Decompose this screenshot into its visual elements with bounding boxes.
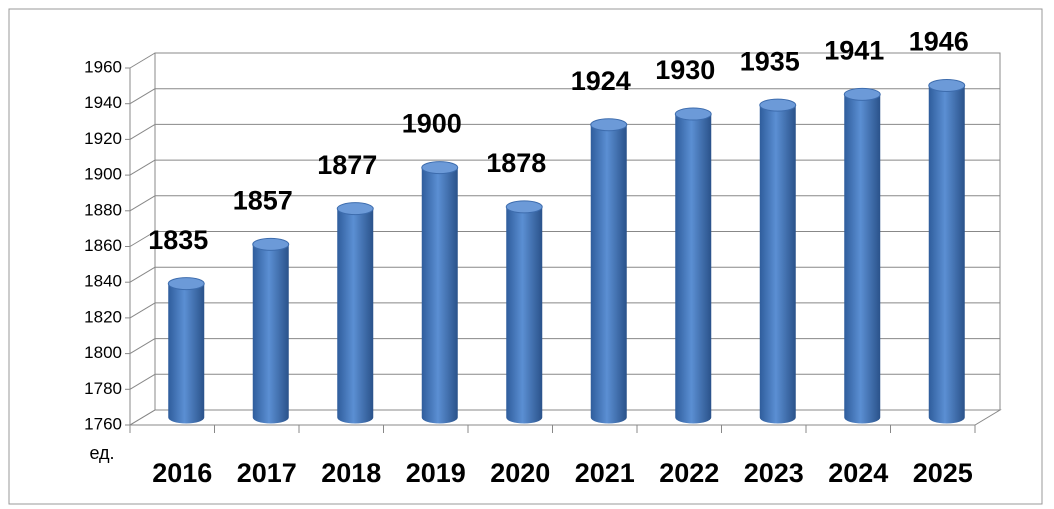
y-tick-label: 1800 <box>84 343 122 362</box>
grid-line <box>129 409 156 426</box>
bar-body <box>506 206 543 424</box>
y-tick-label: 1820 <box>84 307 122 326</box>
data-label: 1878 <box>486 148 546 178</box>
grid-line <box>129 266 156 283</box>
grid-line <box>129 88 156 105</box>
x-tick-label: 2016 <box>152 458 212 488</box>
data-label: 1930 <box>655 55 715 85</box>
data-label: 1941 <box>824 36 884 66</box>
x-tick-label: 2018 <box>321 458 381 488</box>
bar <box>336 202 374 424</box>
data-label: 1877 <box>317 150 377 180</box>
bar-body <box>252 244 289 424</box>
bar-body <box>844 94 881 424</box>
data-label: 1935 <box>740 46 800 76</box>
x-tick-label: 2020 <box>490 458 550 488</box>
bar-body <box>421 167 458 424</box>
y-tick-label: 1880 <box>84 200 122 219</box>
bar-top <box>843 87 881 101</box>
bar-body <box>675 114 712 424</box>
bar <box>674 107 712 424</box>
bar <box>759 98 797 424</box>
bar-top <box>928 78 966 92</box>
bar-body <box>337 208 374 424</box>
bar-top <box>505 200 543 214</box>
grid-line <box>129 195 156 212</box>
y-tick-label: 1860 <box>84 236 122 255</box>
data-label: 1924 <box>571 66 631 96</box>
y-tick-label: 1960 <box>84 57 122 76</box>
grid-line <box>129 123 156 140</box>
data-label: 1946 <box>909 27 969 57</box>
bar-top <box>167 277 205 291</box>
bar-top <box>590 118 628 132</box>
bar-body <box>928 85 965 424</box>
grid-line <box>129 52 156 69</box>
x-tick-label: 2017 <box>237 458 297 488</box>
bar-top <box>252 237 290 251</box>
bar <box>421 161 459 424</box>
bar-top <box>421 161 459 175</box>
bar <box>928 78 966 424</box>
grid-line <box>129 302 156 319</box>
x-tick-label: 2022 <box>659 458 719 488</box>
grid-line <box>129 159 156 176</box>
x-tick-label: 2024 <box>828 458 888 488</box>
x-tick-label: 2025 <box>913 458 973 488</box>
bar-body <box>759 105 796 424</box>
bar-top <box>759 98 797 112</box>
grid-line <box>129 338 156 355</box>
x-tick-label: 2023 <box>744 458 804 488</box>
bar-top <box>674 107 712 121</box>
bar-top <box>336 202 374 216</box>
y-tick-label: 1780 <box>84 379 122 398</box>
grid-line <box>129 373 156 390</box>
grid-line <box>129 231 156 247</box>
bar <box>167 277 205 424</box>
bar-body <box>168 283 205 424</box>
y-tick-label: 1760 <box>84 414 122 433</box>
bar <box>590 118 628 424</box>
y-tick-label: 1940 <box>84 93 122 112</box>
data-label: 1857 <box>233 185 293 215</box>
bar-body <box>590 124 627 424</box>
y-tick-label: 1900 <box>84 165 122 184</box>
y-tick-label: 1920 <box>84 129 122 148</box>
bar <box>252 237 290 424</box>
bar <box>505 200 543 424</box>
bar <box>843 87 881 424</box>
y-tick-label: 1840 <box>84 272 122 291</box>
data-label: 1900 <box>402 109 462 139</box>
x-tick-label: 2021 <box>575 458 635 488</box>
x-tick-label: 2019 <box>406 458 466 488</box>
y-unit-label: ед. <box>89 443 114 463</box>
data-label: 1835 <box>148 225 208 255</box>
